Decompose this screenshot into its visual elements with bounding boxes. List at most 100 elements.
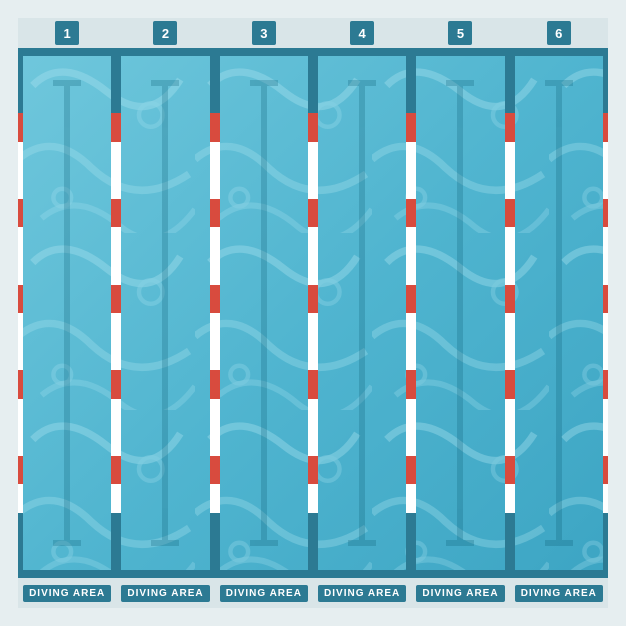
divider-segment xyxy=(18,484,23,513)
divider-segment xyxy=(308,484,318,513)
divider-segment xyxy=(603,199,608,228)
divider-segment xyxy=(210,313,220,342)
pool-water-area xyxy=(18,56,608,570)
divider-segment xyxy=(210,256,220,285)
divider-segment xyxy=(111,484,121,513)
lane-number: 4 xyxy=(359,26,366,41)
divider-segment xyxy=(406,542,416,570)
divider-segment xyxy=(505,484,515,513)
diving-area-sign: DIVING AREA xyxy=(23,585,111,602)
divider-segment xyxy=(18,313,23,342)
divider-segment xyxy=(603,285,608,314)
divider-segment xyxy=(111,170,121,199)
divider-segment xyxy=(603,513,608,542)
divider-segment xyxy=(111,313,121,342)
divider-segment xyxy=(111,142,121,171)
divider-segment xyxy=(210,399,220,428)
divider-segment xyxy=(505,313,515,342)
divider-segment xyxy=(111,56,121,85)
divider-segment xyxy=(505,56,515,85)
divider-segment xyxy=(210,542,220,570)
divider-segment xyxy=(111,199,121,228)
divider-segment xyxy=(111,513,121,542)
divider-segment xyxy=(18,285,23,314)
lane-number-block: 1 xyxy=(55,21,79,45)
divider-segment xyxy=(111,456,121,485)
divider-segment xyxy=(18,56,23,85)
diving-area-sign: DIVING AREA xyxy=(416,585,504,602)
lane-number: 2 xyxy=(162,26,169,41)
lane-floor-marker xyxy=(258,56,270,570)
divider-segment xyxy=(18,513,23,542)
lane-divider-rope xyxy=(505,56,515,570)
divider-segment xyxy=(308,170,318,199)
divider-segment xyxy=(505,542,515,570)
lane-number-block: 4 xyxy=(350,21,374,45)
divider-segment xyxy=(406,456,416,485)
divider-segment xyxy=(308,342,318,371)
pool-deck-bottom: DIVING AREADIVING AREADIVING AREADIVING … xyxy=(18,570,608,608)
divider-segment xyxy=(18,113,23,142)
divider-segment xyxy=(210,342,220,371)
divider-segment xyxy=(308,370,318,399)
lane-number-block: 5 xyxy=(448,21,472,45)
lane-divider-rope xyxy=(406,56,416,570)
lane-floor-marker xyxy=(61,56,73,570)
divider-segment xyxy=(308,256,318,285)
divider-segment xyxy=(111,113,121,142)
lane-floor-marker xyxy=(454,56,466,570)
divider-segment xyxy=(18,85,23,114)
divider-segment xyxy=(505,427,515,456)
divider-segment xyxy=(505,256,515,285)
divider-segment xyxy=(308,199,318,228)
divider-segment xyxy=(111,342,121,371)
lane-floor-marker xyxy=(553,56,565,570)
divider-segment xyxy=(210,427,220,456)
divider-segment xyxy=(18,199,23,228)
divider-segment xyxy=(308,113,318,142)
divider-segment xyxy=(406,56,416,85)
divider-segment xyxy=(505,370,515,399)
divider-segment xyxy=(406,399,416,428)
divider-segment xyxy=(308,285,318,314)
pool-frame: 123456 xyxy=(18,18,608,608)
lane-number-block: 3 xyxy=(252,21,276,45)
lane-number: 3 xyxy=(260,26,267,41)
divider-segment xyxy=(18,142,23,171)
divider-segment xyxy=(111,542,121,570)
divider-segment xyxy=(210,484,220,513)
divider-segment xyxy=(308,313,318,342)
divider-segment xyxy=(603,142,608,171)
divider-segment xyxy=(603,227,608,256)
divider-segment xyxy=(18,170,23,199)
divider-segment xyxy=(505,285,515,314)
divider-segment xyxy=(111,427,121,456)
divider-segment xyxy=(603,542,608,570)
divider-segment xyxy=(505,227,515,256)
lane-divider-rope xyxy=(210,56,220,570)
lane-number: 5 xyxy=(457,26,464,41)
divider-segment xyxy=(406,513,416,542)
lane-divider-rope xyxy=(308,56,318,570)
divider-segment xyxy=(406,142,416,171)
divider-segment xyxy=(505,513,515,542)
divider-segment xyxy=(308,85,318,114)
lane-number: 1 xyxy=(64,26,71,41)
divider-segment xyxy=(505,142,515,171)
divider-segment xyxy=(308,427,318,456)
diving-area-sign: DIVING AREA xyxy=(121,585,209,602)
divider-segment xyxy=(210,227,220,256)
pool-lane xyxy=(116,56,214,570)
lane-floor-marker xyxy=(159,56,171,570)
pool-lane xyxy=(18,56,116,570)
divider-segment xyxy=(603,56,608,85)
divider-segment xyxy=(308,399,318,428)
divider-segment xyxy=(603,399,608,428)
divider-segment xyxy=(18,256,23,285)
divider-segment xyxy=(111,227,121,256)
divider-segment xyxy=(111,370,121,399)
divider-segment xyxy=(603,170,608,199)
divider-segment xyxy=(111,256,121,285)
pool-lane xyxy=(313,56,411,570)
lane-divider-rope xyxy=(18,56,23,570)
